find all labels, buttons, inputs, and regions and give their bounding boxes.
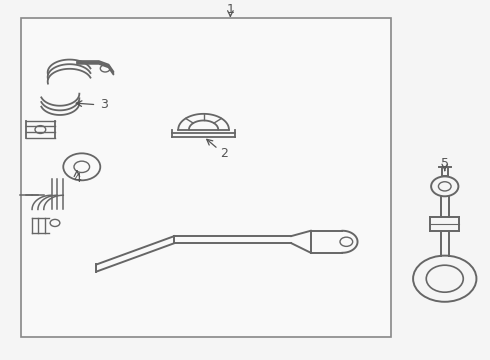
Text: 4: 4 bbox=[73, 172, 81, 185]
Text: 2: 2 bbox=[220, 147, 228, 160]
Text: 1: 1 bbox=[226, 3, 234, 15]
Text: 3: 3 bbox=[100, 98, 108, 111]
Bar bbox=[21, 18, 391, 337]
Text: 5: 5 bbox=[441, 157, 449, 170]
